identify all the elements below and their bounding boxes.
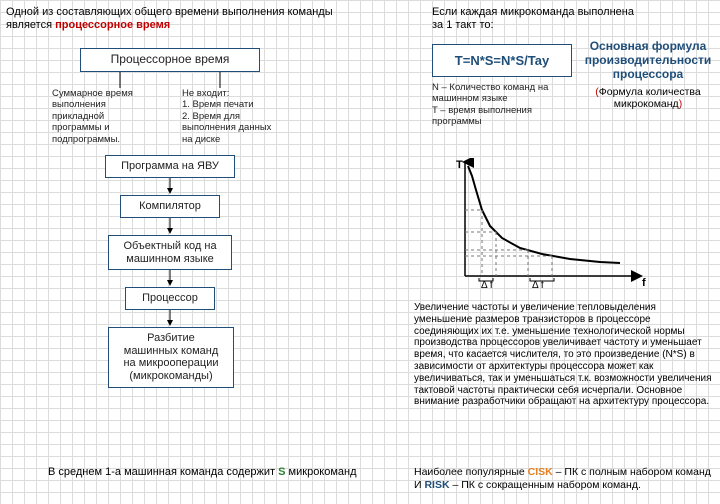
intro-accent: процессорное время: [55, 19, 170, 31]
chain-box-3: Объектный код на машинном языке: [108, 235, 232, 270]
chain-b5d: (микрокоманды): [115, 370, 227, 383]
right-hint-l1: 1. Время печати: [182, 99, 312, 110]
left-hint-title: Суммарное время: [52, 88, 162, 99]
bottom-summary: В среднем 1-а машинная команда содержит …: [48, 466, 378, 478]
chain-box-4: Процессор: [125, 287, 215, 310]
bottom-pre: В среднем 1-а машинная команда содержит: [48, 466, 278, 478]
intro-text: Одной из составляющих общего времени вып…: [6, 6, 376, 32]
left-hint: Суммарное время выполнения прикладной пр…: [52, 88, 162, 145]
chain-box-2: Компилятор: [120, 195, 220, 218]
foot-and: И: [414, 479, 424, 491]
chain-b3b: машинном языке: [115, 253, 225, 266]
root-box-label: Процессорное время: [111, 52, 230, 66]
right-hint-l2: 2. Время для: [182, 111, 312, 122]
left-hint-l4: подпрограммы.: [52, 134, 162, 145]
fn4: программы: [432, 116, 582, 127]
bottom-accent: S: [278, 466, 285, 478]
fsub-mid: Формула количества микрокоманд: [599, 86, 701, 110]
foot-pre: Наиболее популярные: [414, 466, 528, 478]
footer: Наиболее популярные CISK – ПК с полным н…: [414, 466, 716, 491]
formula-text: T=N*S=N*S/Tay: [455, 53, 549, 68]
fn2: машинном языке: [432, 93, 582, 104]
caption-text: Увеличение частоты и увеличение тепловыд…: [414, 302, 712, 407]
chain-b4-label: Процессор: [142, 292, 198, 304]
right-top-text: Если каждая микрокоманда выполнена за 1 …: [432, 6, 692, 32]
bottom-post: микрокоманд: [286, 466, 357, 478]
foot-risk-t: – ПК с сокращенным набором команд.: [450, 479, 641, 491]
right-hint-title: Не входит:: [182, 88, 312, 99]
chain-b5c: на микрооперации: [115, 357, 227, 370]
root-box: Процессорное время: [80, 48, 260, 72]
right-hint: Не входит: 1. Время печати 2. Время для …: [182, 88, 312, 145]
chain-box-5: Разбитие машинных команд на микроопераци…: [108, 327, 234, 388]
chart-df2: Δ f: [532, 280, 544, 291]
caption-paragraph: Увеличение частоты и увеличение тепловыд…: [414, 302, 714, 408]
fn3: T – время выполнения: [432, 105, 582, 116]
left-hint-l2: прикладной: [52, 111, 162, 122]
fn1: N – Количество команд на: [432, 82, 582, 93]
chain-b2-label: Компилятор: [139, 200, 201, 212]
left-hint-l3: программы и: [52, 122, 162, 133]
chart-df1: Δ f: [481, 280, 493, 291]
chain-box-1: Программа на ЯВУ: [105, 155, 235, 178]
chart-container: T f Δ f Δ f: [450, 158, 650, 298]
left-hint-l1: выполнения: [52, 99, 162, 110]
chain-b5a: Разбитие: [115, 332, 227, 345]
tf-chart: T f Δ f Δ f: [450, 158, 650, 298]
formula-sub-label: (Формула количества микрокоманд): [582, 86, 714, 110]
fl2: производительности: [582, 54, 714, 68]
chain-b3a: Объектный код на: [115, 240, 225, 253]
fl1: Основная формула: [582, 40, 714, 54]
formula-box: T=N*S=N*S/Tay: [432, 44, 572, 77]
foot-risk: RISK: [424, 479, 449, 491]
foot-cisk-t: – ПК с полным набором команд: [553, 466, 711, 478]
right-top-l1: Если каждая микрокоманда выполнена: [432, 6, 692, 19]
chart-ylabel: T: [456, 159, 463, 171]
fl3: процессора: [582, 68, 714, 82]
formula-notes: N – Количество команд на машинном языке …: [432, 82, 582, 128]
right-hint-l3: выполнения данных: [182, 122, 312, 133]
right-top-l2: за 1 такт то:: [432, 19, 692, 32]
chart-xlabel: f: [642, 277, 646, 289]
page-root: Одной из составляющих общего времени вып…: [0, 0, 720, 504]
right-hint-l4: на диске: [182, 134, 312, 145]
formula-label: Основная формула производительности проц…: [582, 40, 714, 81]
chain-b5b: машинных команд: [115, 345, 227, 358]
foot-cisk: CISK: [528, 466, 553, 478]
fsub-close: ): [679, 98, 683, 110]
chain-b1-label: Программа на ЯВУ: [121, 160, 219, 172]
